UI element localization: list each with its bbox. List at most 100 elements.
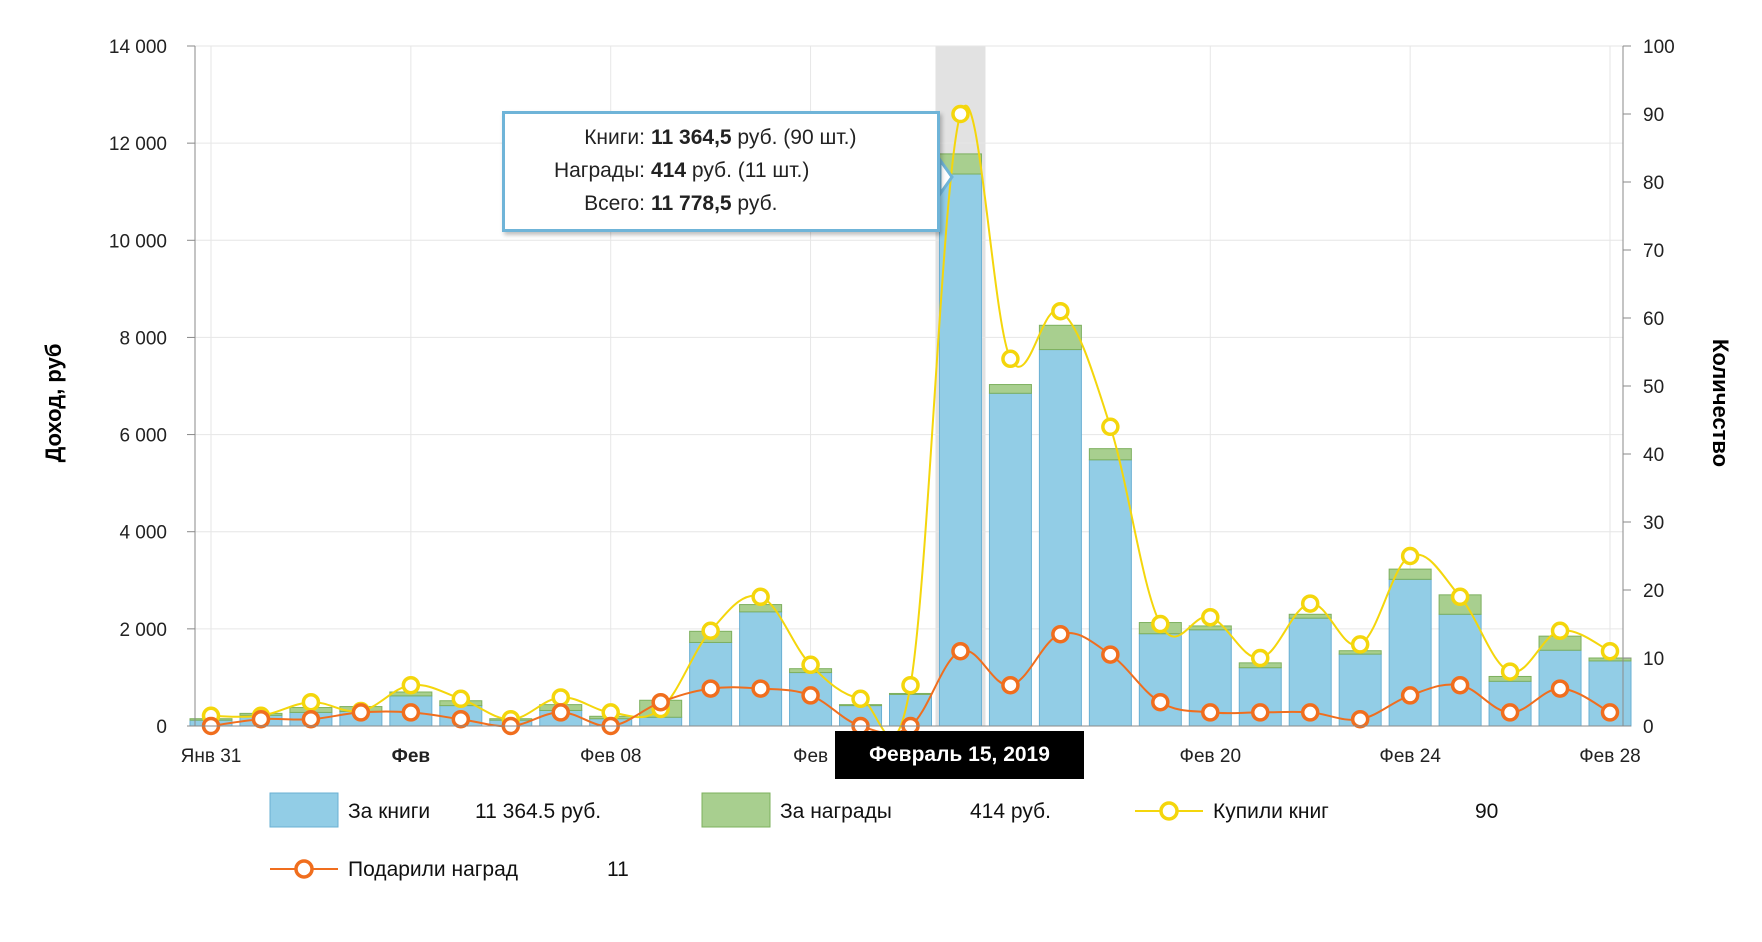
legend-item[interactable]: Купили книг 90 xyxy=(1135,800,1498,823)
bar-rewards[interactable] xyxy=(1088,448,1132,461)
y-right-tick-label: 60 xyxy=(1643,309,1664,330)
point-bought[interactable] xyxy=(1001,349,1020,369)
legend-swatch xyxy=(701,792,771,828)
point-bought[interactable] xyxy=(951,104,970,124)
legend-swatch-marker xyxy=(1159,801,1179,821)
y-right-tick-label: 20 xyxy=(1643,581,1664,602)
legend-label: За книги xyxy=(348,800,430,823)
point-gifted[interactable] xyxy=(301,709,321,729)
y-left-tick-label: 4 000 xyxy=(119,523,167,544)
point-gifted[interactable] xyxy=(1051,624,1070,644)
tooltip-rewards-rest: руб. (11 шт.) xyxy=(686,159,810,182)
bar-books[interactable] xyxy=(1138,633,1182,727)
point-gifted[interactable] xyxy=(951,641,970,661)
point-bought[interactable] xyxy=(801,655,820,675)
point-bought[interactable] xyxy=(851,689,870,709)
legend-item[interactable]: За награды 414 руб. xyxy=(701,792,1051,828)
y-right-tick-label: 40 xyxy=(1643,445,1664,466)
point-gifted[interactable] xyxy=(551,703,570,722)
y-right-tick-label: 0 xyxy=(1643,717,1654,738)
point-gifted[interactable] xyxy=(1350,709,1370,729)
bar-books[interactable] xyxy=(938,173,982,727)
bar-rewards[interactable] xyxy=(1288,613,1332,619)
bar-books[interactable] xyxy=(1438,613,1482,727)
legend-value: 90 xyxy=(1475,800,1498,823)
point-bought[interactable] xyxy=(1600,641,1620,661)
point-bought[interactable] xyxy=(1350,635,1370,654)
point-bought[interactable] xyxy=(1201,607,1220,627)
tooltip-books-rest: руб. (90 шт.) xyxy=(731,126,857,149)
point-bought[interactable] xyxy=(751,587,770,607)
point-gifted[interactable] xyxy=(751,679,770,698)
bar-books[interactable] xyxy=(639,716,683,727)
point-bought[interactable] xyxy=(301,692,321,712)
point-bought[interactable] xyxy=(1300,594,1320,613)
x-tick-label: Фев 28 xyxy=(1579,746,1641,767)
point-gifted[interactable] xyxy=(1201,703,1220,722)
tooltip-total-amount: 11 778,5 xyxy=(651,192,732,215)
y-right-tick-label: 90 xyxy=(1643,105,1664,126)
legend-swatch-marker xyxy=(294,859,314,879)
point-gifted[interactable] xyxy=(401,703,421,722)
crosshair-date-label: Февраль 15, 2019 xyxy=(835,731,1084,779)
tooltip-books-amount: 11 364,5 xyxy=(651,126,732,149)
point-bought[interactable] xyxy=(1400,546,1420,566)
y-left-axis-title: Доход, руб xyxy=(41,344,66,463)
point-bought[interactable] xyxy=(1251,648,1270,668)
bar-rewards[interactable] xyxy=(1388,568,1432,580)
y-left-tick-label: 6 000 xyxy=(119,426,167,447)
point-bought[interactable] xyxy=(701,621,720,641)
point-bought[interactable] xyxy=(451,689,471,709)
tooltip-total-label: Всего: xyxy=(584,192,645,215)
bar-books[interactable] xyxy=(988,392,1032,727)
legend-swatch xyxy=(269,792,339,828)
y-left-tick-label: 12 000 xyxy=(109,134,167,155)
legend-item[interactable]: За книги 11 364.5 руб. xyxy=(269,792,601,828)
point-gifted[interactable] xyxy=(1101,645,1120,664)
point-bought[interactable] xyxy=(401,675,421,695)
y-right-axis-title: Количество xyxy=(1708,339,1733,467)
legend-label: За награды xyxy=(780,800,892,823)
tooltip-books-label: Книги: xyxy=(584,126,645,149)
tooltip-total-value: 11 778,5 руб. xyxy=(651,192,777,216)
y-left-tick-label: 10 000 xyxy=(109,231,167,252)
tooltip-rewards-value: 414 руб. (11 шт.) xyxy=(651,159,809,183)
y-left-tick-label: 0 xyxy=(156,717,167,738)
point-gifted[interactable] xyxy=(701,679,720,698)
bar-books[interactable] xyxy=(1088,459,1132,727)
y-right-tick-label: 50 xyxy=(1643,377,1664,398)
legend-item[interactable]: Подарили наград 11 xyxy=(270,858,629,881)
point-bought[interactable] xyxy=(1450,587,1470,607)
point-gifted[interactable] xyxy=(1001,675,1020,695)
point-gifted[interactable] xyxy=(801,686,820,705)
point-gifted[interactable] xyxy=(1251,703,1270,722)
point-gifted[interactable] xyxy=(1550,679,1570,698)
point-gifted[interactable] xyxy=(251,709,271,729)
point-gifted[interactable] xyxy=(651,692,670,712)
bar-rewards[interactable] xyxy=(988,384,1032,394)
point-gifted[interactable] xyxy=(1600,703,1620,722)
y-right-tick-label: 30 xyxy=(1643,513,1664,534)
point-bought[interactable] xyxy=(1051,301,1070,321)
point-bought[interactable] xyxy=(1550,621,1570,641)
bar-books[interactable] xyxy=(1038,349,1082,727)
x-tick-label: Фев 20 xyxy=(1180,746,1242,767)
tooltip-pointer xyxy=(938,155,954,199)
point-gifted[interactable] xyxy=(451,709,471,729)
point-gifted[interactable] xyxy=(1151,692,1170,712)
point-bought[interactable] xyxy=(551,688,570,707)
point-bought[interactable] xyxy=(1101,417,1120,437)
point-gifted[interactable] xyxy=(1450,675,1470,695)
tooltip-total-rest: руб. xyxy=(731,192,778,215)
y-left-tick-label: 8 000 xyxy=(119,328,167,349)
x-tick-label: Фев 24 xyxy=(1379,746,1441,767)
point-gifted[interactable] xyxy=(1500,703,1520,722)
point-gifted[interactable] xyxy=(351,703,371,722)
point-bought[interactable] xyxy=(901,675,920,695)
point-bought[interactable] xyxy=(1151,614,1170,634)
point-gifted[interactable] xyxy=(1300,703,1320,722)
point-bought[interactable] xyxy=(1500,662,1520,681)
legend-value: 11 364.5 руб. xyxy=(475,800,601,823)
bar-books[interactable] xyxy=(739,611,783,727)
point-gifted[interactable] xyxy=(1400,686,1420,705)
